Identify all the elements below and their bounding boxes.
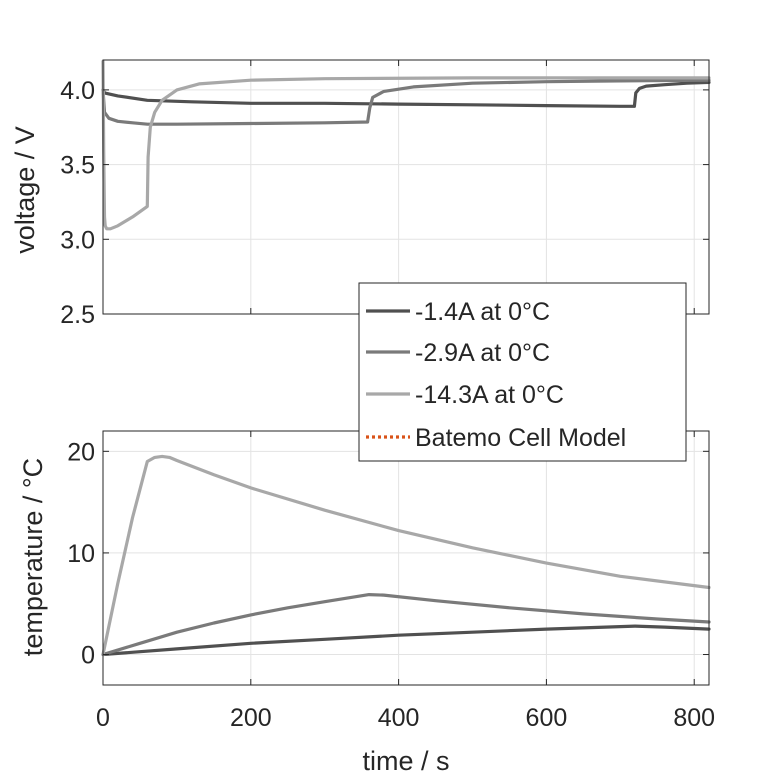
temperature-series-line-0 [101, 624, 711, 657]
voltage-series [101, 59, 711, 231]
temperature-x-tick-label: 0 [96, 704, 110, 732]
voltage-series-line-2 [101, 59, 711, 231]
voltage-y-tick-label: 4.0 [60, 77, 95, 105]
temperature-series-line-2 [101, 454, 711, 657]
voltage-y-tick-label: 3.0 [60, 226, 95, 254]
voltage-panel: 2.5 3.0 3.5 4.0 voltage / V [10, 59, 711, 329]
voltage-axis-label: voltage / V [10, 126, 40, 254]
legend-label-2: -14.3A at 0°C [415, 381, 564, 409]
voltage-series-line-1 [101, 78, 711, 126]
voltage-ticks: 2.5 3.0 3.5 4.0 [60, 60, 709, 329]
legend: -1.4A at 0°C -2.9A at 0°C -14.3A at 0°C Bat… [358, 282, 687, 462]
voltage-y-tick-label: 3.5 [60, 152, 95, 180]
voltage-grid [102, 60, 709, 315]
temperature-y-tick-label: 10 [67, 540, 95, 568]
temperature-x-tick-label: 400 [378, 704, 420, 732]
legend-label-1: -2.9A at 0°C [415, 339, 550, 367]
temperature-axis-label: temperature / °C [18, 458, 48, 656]
temperature-y-tick-label: 20 [67, 438, 95, 466]
temperature-x-tick-label: 200 [230, 704, 272, 732]
temperature-series [101, 454, 711, 657]
time-axis-label: time / s [362, 746, 449, 776]
legend-box [358, 282, 687, 462]
temperature-y-tick-label: 0 [81, 642, 95, 670]
temperature-x-tick-label: 800 [673, 704, 715, 732]
voltage-series-line-0 [101, 80, 711, 108]
legend-label-3: Batemo Cell Model [415, 424, 626, 452]
legend-label-0: -1.4A at 0°C [415, 298, 550, 326]
temperature-x-tick-label: 600 [526, 704, 568, 732]
voltage-axes-box [102, 59, 710, 315]
temperature-series-line-1 [101, 592, 711, 657]
voltage-y-tick-label: 2.5 [60, 301, 95, 329]
